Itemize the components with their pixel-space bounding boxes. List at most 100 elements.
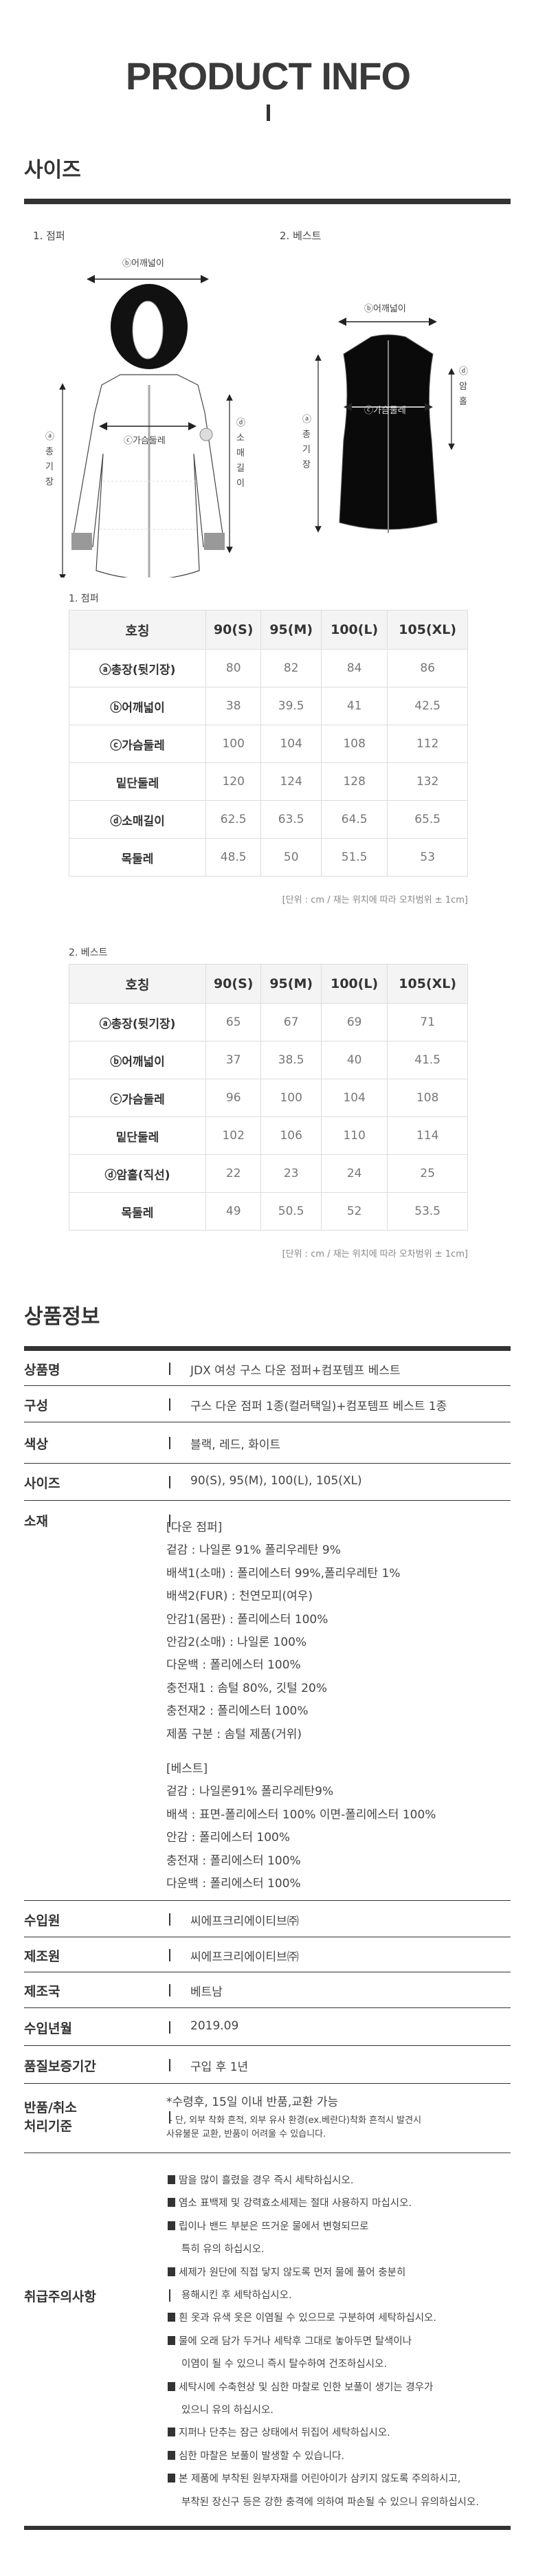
- size-value: 64.5: [320, 800, 388, 839]
- material-line: 안감 : 폴리에스터 100%: [166, 1831, 291, 1845]
- vest-length-label: ⓐ총기장: [302, 415, 312, 470]
- care-item: 심한 마찰은 보풀이 발생할 수 있습니다.: [168, 2448, 344, 2463]
- care-item: 있으니 유의 하십시오.: [181, 2402, 273, 2417]
- size-value: 48.5: [205, 838, 262, 877]
- product-info-heading: 상품정보: [24, 1305, 100, 1329]
- header-cell: 호칭: [69, 610, 206, 650]
- size-value: 53.5: [387, 1192, 468, 1231]
- care-item: 립이나 밴드 부분은 뜨거운 물에서 변형되므로: [168, 2219, 369, 2233]
- returns-sub: - 단, 외부 착화 흔적, 외부 유사 환경(ex.베란다)착화 흔적시 발견…: [166, 2115, 422, 2126]
- info-row: 상품명 JDX 여성 구스 다운 점퍼+컴포템프 베스트: [24, 1351, 511, 1386]
- care-item: 지퍼나 단추는 잠근 상태에서 뒤집어 세탁하십시오.: [168, 2425, 390, 2439]
- returns-sub: 사유불문 교환, 반품이 어려울 수 있습니다.: [166, 2129, 326, 2139]
- material-row: 소재: [24, 1501, 511, 1901]
- info-value: 씨에프크리에이티브㈜: [190, 1914, 299, 1928]
- size-value: 84: [320, 649, 388, 687]
- info-value: 90(S), 95(M), 100(L), 105(XL): [190, 1474, 362, 1488]
- size-value: 24: [320, 1154, 388, 1193]
- table-row: ⓐ총장(뒷기장) 65 67 69 71: [69, 1003, 468, 1042]
- header-cell: 105(XL): [387, 610, 468, 650]
- size-value: 104: [260, 725, 322, 763]
- care-text: 부착된 장신구 등은 강한 충격에 의하여 파손될 수 있으니 유의하십시오.: [181, 2496, 479, 2508]
- size-value: 100: [205, 725, 262, 763]
- size-value: 50: [260, 838, 322, 877]
- info-value: 베트남: [190, 1985, 223, 1999]
- size-value: 128: [320, 762, 388, 801]
- care-text: 본 제품에 부착된 원부자재를 어린아이가 삼키지 않도록 주의하시고,: [179, 2474, 461, 2485]
- care-text: 지퍼나 단추는 잠근 상태에서 뒤집어 세탁하십시오.: [179, 2428, 390, 2439]
- care-item: 세제가 원단에 직접 닿지 않도록 먼저 물에 풀어 충분히: [168, 2265, 405, 2279]
- care-item: 세탁시에 수축현상 및 심한 마찰로 인한 보풀이 생기는 경우가: [168, 2379, 433, 2394]
- table-row: ⓓ소매길이 62.5 63.5 64.5 65.5: [69, 800, 468, 839]
- size-value: 38.5: [260, 1041, 322, 1079]
- care-label: 취급주의사항: [24, 2289, 96, 2304]
- info-label: 상품명: [24, 1362, 60, 1378]
- size-value: 124: [260, 762, 322, 801]
- header-cell: 95(M): [260, 610, 322, 650]
- separator: [169, 2111, 170, 2124]
- info-label: 색상: [24, 1437, 48, 1452]
- row-label: ⓓ소매길이: [69, 800, 206, 839]
- header-cell: 100(L): [320, 964, 388, 1004]
- info-value: 2019.09: [190, 2018, 239, 2033]
- table-row: 밑단둘레 120 124 128 132: [69, 762, 468, 801]
- size-value: 49: [205, 1192, 262, 1231]
- size-value: 106: [260, 1116, 322, 1155]
- size-value: 71: [387, 1003, 468, 1042]
- size-value: 104: [320, 1079, 388, 1117]
- bullet-square-icon: [168, 2474, 175, 2483]
- vest-shoulder-label: ⓑ어깨넓이: [364, 304, 406, 314]
- material-line: 제품 구분 : 솜털 제품(거위): [166, 1727, 302, 1741]
- material-line: 다운백 : 폴리에스터 100%: [166, 1877, 301, 1891]
- separator: [169, 1984, 170, 1996]
- care-item: 이염이 될 수 있으니 즉시 탈수하여 건조하십시오.: [181, 2356, 387, 2370]
- info-label: 수입원: [24, 1913, 60, 1928]
- row-label: 목둘레: [69, 838, 206, 877]
- info-label: 반품/취소 처리기준: [24, 2099, 77, 2136]
- header-cell: 호칭: [69, 964, 206, 1004]
- material-line: 충전재2 : 폴리에스터 100%: [166, 1704, 309, 1719]
- size-value: 38: [205, 687, 262, 725]
- care-item: 물에 오래 담가 두거나 세탁후 그대로 놓아두면 탈색이나: [168, 2333, 412, 2348]
- care-item: 부착된 장신구 등은 강한 충격에 의하여 파손될 수 있으니 유의하십시오.: [181, 2494, 479, 2509]
- returns-label-line: 처리기준: [24, 2119, 72, 2134]
- header-cell: 90(S): [205, 964, 262, 1004]
- header-cell: 100(L): [320, 610, 388, 650]
- bullet-square-icon: [168, 2450, 175, 2460]
- separator: [169, 1913, 170, 1926]
- row-label: ⓐ총장(뒷기장): [69, 1003, 206, 1042]
- vest-chest-label: ⓒ가슴둘레: [364, 406, 406, 416]
- jumper-diagram-label: 1. 점퍼: [33, 230, 65, 242]
- size-value: 112: [387, 725, 468, 763]
- row-label: ⓑ어깨넓이: [69, 687, 206, 725]
- row-label: ⓓ암홀(직선): [69, 1154, 206, 1193]
- table-row: ⓓ암홀(직선) 22 23 24 25: [69, 1154, 468, 1193]
- jumper-chest-label: ⓒ가슴둘레: [124, 436, 166, 446]
- care-text: 세탁시에 수축현상 및 심한 마찰로 인한 보풀이 생기는 경우가: [179, 2381, 434, 2393]
- separator: [169, 1362, 170, 1375]
- info-label: 사이즈: [24, 1476, 60, 1491]
- table-row: ⓒ가슴둘레 100 104 108 112: [69, 725, 468, 763]
- info-value: 구입 후 1년: [190, 2060, 249, 2074]
- size-value: 110: [320, 1116, 388, 1155]
- jumper-illustration: [59, 275, 233, 577]
- care-item: 특히 유의 하십시오.: [181, 2241, 265, 2256]
- jumper-shoulder-label: ⓑ어깨넓이: [122, 258, 164, 269]
- info-label: 제조원: [24, 1948, 60, 1964]
- info-value: 씨에프크리에이티브㈜: [190, 1950, 299, 1964]
- table-row: ⓐ총장(뒷기장) 80 82 84 86: [69, 649, 468, 687]
- row-label: ⓒ가슴둘레: [69, 725, 206, 763]
- size-value: 37: [205, 1041, 262, 1079]
- returns-row: 반품/취소 처리기준 *수령후, 15일 이내 반품,교환 가능 - 단, 외부…: [24, 2084, 511, 2153]
- size-value: 41: [320, 687, 388, 725]
- jumper-table-label: 1. 점퍼: [69, 593, 99, 604]
- size-value: 23: [260, 1154, 322, 1193]
- size-value: 65: [205, 1003, 262, 1042]
- material-line: 배색2(FUR) : 천연모피(여우): [166, 1589, 313, 1604]
- care-text: 특히 유의 하십시오.: [181, 2244, 265, 2256]
- size-value: 40: [320, 1041, 388, 1079]
- row-label: 밑단둘레: [69, 762, 206, 801]
- bullet-square-icon: [168, 2267, 175, 2276]
- bullet-square-icon: [168, 2381, 175, 2391]
- size-value: 100: [260, 1079, 322, 1117]
